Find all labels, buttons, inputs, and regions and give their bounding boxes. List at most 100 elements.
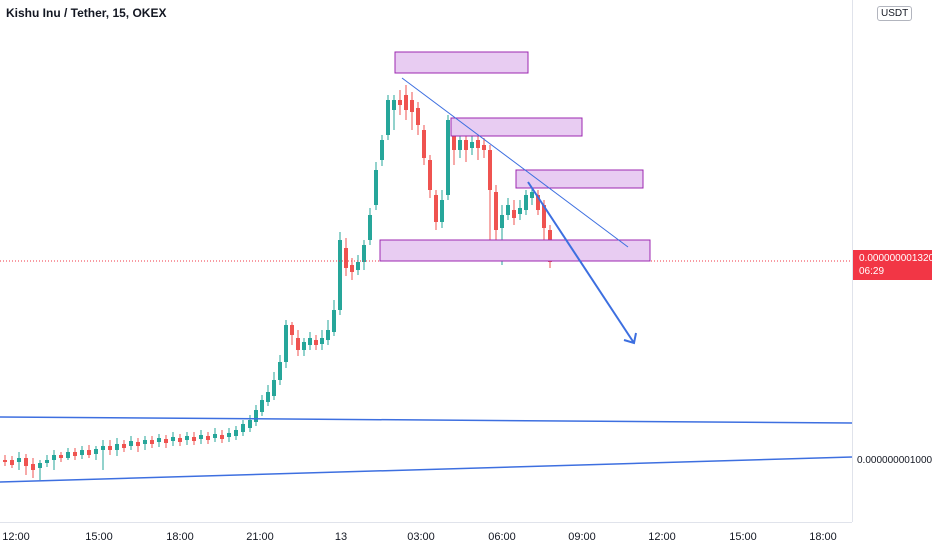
candle-body [192,437,196,441]
candle-body [368,215,372,240]
time-label: 15:00 [85,531,113,543]
candle-body [3,460,7,462]
candle-body [206,436,210,440]
candle-body [31,464,35,470]
candle-body [290,325,294,335]
candle-body [380,140,384,160]
candle-body [66,452,70,458]
time-label: 09:00 [568,531,596,543]
time-label: 18:00 [809,531,837,543]
candle-body [326,330,330,340]
candle-body [254,410,258,422]
candle-body [260,400,264,412]
candle-body [320,338,324,344]
candle-body [344,248,348,268]
candle-body [470,142,474,148]
candle-body [248,420,252,428]
candle-body [398,100,402,105]
candle-body [38,463,42,468]
zone-box-lower-middle[interactable] [515,169,644,189]
candle-body [278,362,282,380]
candle-body [308,338,312,345]
candle-body [143,440,147,444]
candle-body [542,205,546,228]
last-price-value: 0.000000001320 [859,253,932,264]
candle-body [362,245,366,262]
candle-body [115,444,119,450]
time-label: 12:00 [2,531,30,543]
candle-body [536,195,540,210]
time-axis[interactable]: 12:00 15:00 18:00 21:00 13 03:00 06:00 0… [0,522,852,550]
zone-box-upper-middle[interactable] [450,117,583,137]
price-axis[interactable]: USDT 0.000000001320 06:29 0.000000001000 [852,0,932,522]
candle-body [213,434,217,438]
price-label-1000: 0.000000001000 [857,455,932,466]
candle-body [220,435,224,439]
candle-body [482,145,486,150]
last-price-badge: 0.000000001320 06:29 [853,250,932,280]
candle-body [272,380,276,396]
time-label: 15:00 [729,531,757,543]
rising-support-line[interactable] [0,456,852,483]
zone-box-top[interactable] [394,51,529,74]
candle-body [332,310,336,332]
candle-body [374,170,378,205]
time-label: 03:00 [407,531,435,543]
currency-button[interactable]: USDT [877,6,913,21]
candle-body [136,442,140,446]
candle-body [530,192,534,198]
candle-body [185,436,189,440]
candle-body [150,440,154,444]
horizontal-support-line[interactable] [0,416,852,424]
candle-body [101,446,105,450]
candle-body [476,140,480,148]
candle-body [428,160,432,190]
candle-body [464,140,468,150]
candle-body [350,265,354,272]
candle-body [440,200,444,222]
candle-body [17,458,21,462]
candle-body [458,140,462,150]
bearish-arrow[interactable] [527,181,637,345]
candle-body [338,240,342,310]
candle-body [171,437,175,441]
candle-body [410,100,414,112]
zone-box-bottom[interactable] [379,239,651,262]
candle-body [494,192,498,230]
candle-body [434,195,438,222]
candle-body [416,108,420,125]
candle-body [10,460,14,465]
time-label: 18:00 [166,531,194,543]
candle-body [524,195,528,210]
candle-body [59,455,63,458]
candle-body [241,424,245,432]
candle-body [73,452,77,456]
candle-body [356,262,360,270]
candle-body [422,130,426,158]
candle-body [94,449,98,454]
candle-body [178,438,182,442]
candle-body [52,455,56,460]
symbol-title: Kishu Inu / Tether, 15, OKEX [6,6,167,20]
time-label: 13 [334,531,348,543]
candle-body [500,215,504,228]
countdown-timer: 06:29 [859,266,885,277]
descending-trendline[interactable] [401,77,629,248]
price-chart[interactable] [0,0,852,522]
candle-body [80,450,84,455]
candle-body [386,100,390,135]
candle-body [488,150,492,190]
candle-body [24,458,28,466]
candle-body [452,125,456,150]
candle-body [302,342,306,350]
time-label: 12:00 [648,531,676,543]
candle-body [404,95,408,110]
candle-body [266,392,270,402]
time-label: 06:00 [488,531,516,543]
candle-body [45,460,49,463]
candle-body [108,446,112,450]
candle-body [129,441,133,446]
candle-body [518,208,522,214]
candle-body [392,100,396,110]
candle-body [314,340,318,345]
